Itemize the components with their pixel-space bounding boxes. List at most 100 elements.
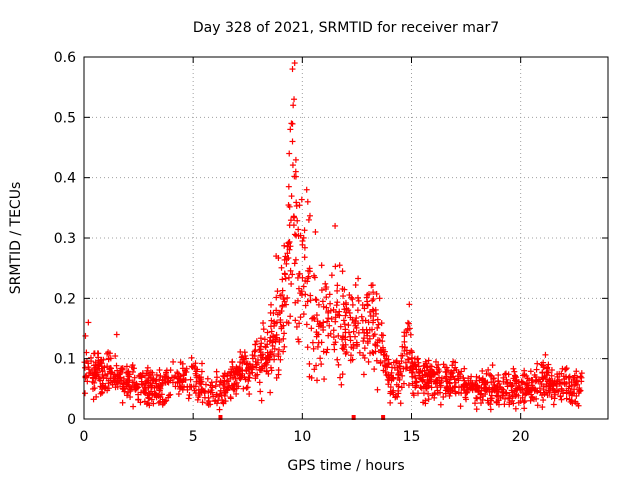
data-point (205, 401, 212, 408)
data-point (555, 388, 562, 395)
data-point (402, 359, 409, 366)
data-point (420, 399, 427, 406)
data-point (426, 373, 433, 380)
data-point (322, 280, 329, 287)
x-tick-label: 0 (80, 429, 89, 445)
data-point (104, 363, 111, 370)
data-point (340, 344, 347, 351)
data-point (487, 406, 494, 413)
data-point (225, 378, 232, 385)
data-point (319, 298, 326, 305)
data-point (323, 349, 330, 356)
data-point (387, 390, 394, 397)
data-point (101, 371, 108, 378)
data-point (544, 372, 551, 379)
data-point (540, 386, 547, 393)
data-point (510, 365, 517, 372)
data-point (463, 396, 470, 403)
data-point (567, 398, 574, 405)
data-point (565, 374, 572, 381)
data-point (547, 380, 554, 387)
data-point (278, 308, 285, 315)
data-point (95, 357, 102, 364)
data-point (265, 370, 272, 377)
data-point (515, 399, 522, 406)
data-point (275, 346, 282, 353)
data-point (485, 366, 492, 373)
data-point (534, 360, 541, 367)
data-point (537, 389, 544, 396)
data-point (410, 392, 417, 399)
data-point (437, 384, 444, 391)
data-point (447, 390, 454, 397)
data-point (399, 372, 406, 379)
data-point (240, 385, 247, 392)
data-point (266, 338, 273, 345)
data-point (113, 331, 120, 338)
data-point (333, 302, 340, 309)
y-tick-label: 0.3 (54, 231, 76, 247)
y-tick-label: 0.4 (54, 171, 76, 187)
data-point (403, 351, 410, 358)
data-point (377, 359, 384, 366)
data-point (345, 322, 352, 329)
data-point (542, 375, 549, 382)
data-point (371, 366, 378, 373)
data-point (571, 374, 578, 381)
data-point (434, 389, 441, 396)
data-point (347, 357, 354, 364)
data-point (306, 265, 313, 272)
data-point (260, 326, 267, 333)
data-point (310, 272, 317, 279)
data-point (299, 274, 306, 281)
y-tick-label: 0.6 (54, 50, 76, 66)
data-point (277, 292, 284, 299)
data-point (253, 361, 260, 368)
data-point (360, 371, 367, 378)
data-point (405, 320, 412, 327)
data-point (440, 361, 447, 368)
data-point (352, 322, 359, 329)
data-point (490, 375, 497, 382)
data-point (116, 371, 123, 378)
data-point (310, 314, 317, 321)
data-point (159, 377, 166, 384)
data-point (504, 379, 511, 386)
data-point (300, 234, 307, 241)
data-point (508, 383, 515, 390)
data-point (374, 336, 381, 343)
data-point (194, 396, 201, 403)
data-point (509, 389, 516, 396)
y-tick-label: 0.5 (54, 110, 76, 126)
data-point (406, 301, 413, 308)
data-point (434, 377, 441, 384)
data-point (335, 361, 342, 368)
data-point (308, 325, 315, 332)
data-point (544, 364, 551, 371)
x-tick-label: 10 (293, 429, 311, 445)
data-point (473, 406, 480, 413)
x-axis-event-markers (218, 415, 386, 420)
data-point (387, 399, 394, 406)
data-point (185, 395, 192, 402)
data-point (324, 346, 331, 353)
data-point (515, 392, 522, 399)
data-point (430, 369, 437, 376)
data-point (453, 366, 460, 373)
data-point (312, 296, 319, 303)
data-point (331, 341, 338, 348)
data-point (513, 378, 520, 385)
data-point (127, 388, 134, 395)
data-point (315, 339, 322, 346)
data-point (258, 397, 265, 404)
data-point (392, 394, 399, 401)
data-point (405, 382, 412, 389)
chart-title: Day 328 of 2021, SRMTID for receiver mar… (193, 20, 499, 36)
data-point (323, 284, 330, 291)
data-point (246, 374, 253, 381)
data-point (304, 298, 311, 305)
data-point (425, 396, 432, 403)
data-point (170, 358, 177, 365)
data-point (264, 329, 271, 336)
data-point (343, 305, 350, 312)
